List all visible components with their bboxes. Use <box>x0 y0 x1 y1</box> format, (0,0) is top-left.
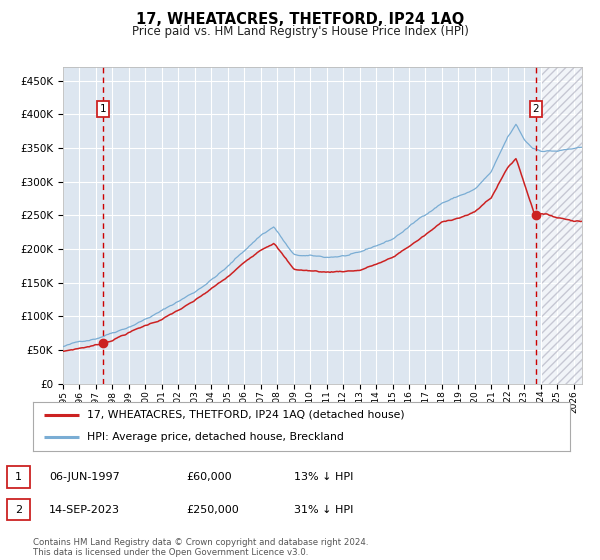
Text: 14-SEP-2023: 14-SEP-2023 <box>49 505 120 515</box>
Text: 2: 2 <box>533 104 539 114</box>
Text: 13% ↓ HPI: 13% ↓ HPI <box>294 472 353 482</box>
Text: HPI: Average price, detached house, Breckland: HPI: Average price, detached house, Brec… <box>87 432 344 442</box>
Text: 1: 1 <box>100 104 106 114</box>
Text: Price paid vs. HM Land Registry's House Price Index (HPI): Price paid vs. HM Land Registry's House … <box>131 25 469 38</box>
Text: £250,000: £250,000 <box>186 505 239 515</box>
Text: 17, WHEATACRES, THETFORD, IP24 1AQ: 17, WHEATACRES, THETFORD, IP24 1AQ <box>136 12 464 27</box>
Text: 06-JUN-1997: 06-JUN-1997 <box>49 472 120 482</box>
Text: 31% ↓ HPI: 31% ↓ HPI <box>294 505 353 515</box>
Text: 1: 1 <box>15 472 22 482</box>
Text: 2: 2 <box>15 505 22 515</box>
Text: 17, WHEATACRES, THETFORD, IP24 1AQ (detached house): 17, WHEATACRES, THETFORD, IP24 1AQ (deta… <box>87 410 404 420</box>
Text: Contains HM Land Registry data © Crown copyright and database right 2024.
This d: Contains HM Land Registry data © Crown c… <box>33 538 368 557</box>
Text: £60,000: £60,000 <box>186 472 232 482</box>
